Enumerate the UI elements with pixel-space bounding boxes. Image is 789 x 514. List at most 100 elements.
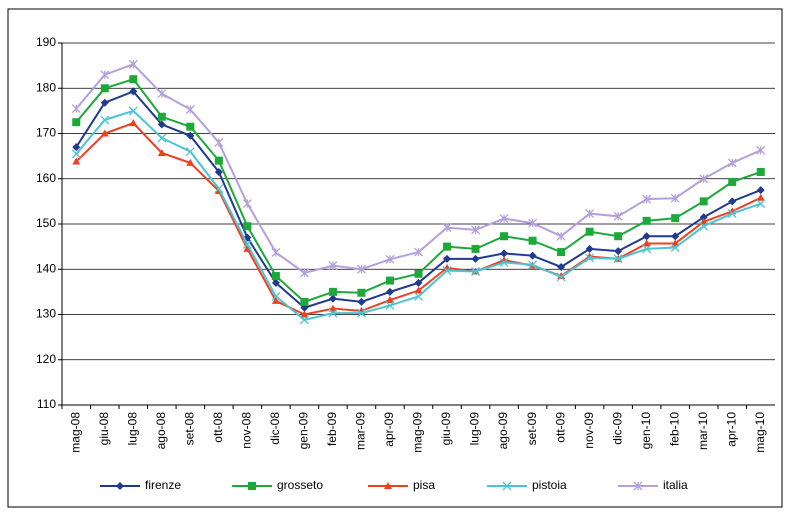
x-tick-label: ago-08 <box>154 412 168 450</box>
point <box>642 194 652 204</box>
point <box>299 315 309 325</box>
point <box>642 239 651 247</box>
point <box>499 214 509 224</box>
point <box>157 112 166 121</box>
point <box>727 209 737 219</box>
point <box>157 89 167 99</box>
legend-label: italia <box>663 478 688 492</box>
point <box>299 268 309 278</box>
point <box>186 122 195 131</box>
legend-label: pisa <box>413 478 435 492</box>
point <box>128 106 138 116</box>
point <box>699 217 708 225</box>
point <box>557 248 566 257</box>
point <box>214 138 224 148</box>
point <box>443 242 452 251</box>
point <box>271 248 281 257</box>
x-tick-label: gen-10 <box>639 412 653 450</box>
point <box>385 276 394 285</box>
x-tick-label: feb-10 <box>667 412 681 446</box>
point <box>499 258 509 267</box>
x-tick-label: feb-09 <box>325 412 339 446</box>
point <box>414 269 423 278</box>
point <box>471 254 480 263</box>
point <box>756 199 766 209</box>
point <box>72 143 81 152</box>
point <box>585 209 595 219</box>
point <box>442 266 452 276</box>
legend-label: firenze <box>145 478 181 492</box>
y-tick-label: 170 <box>36 126 56 140</box>
x-tick-label: lug-09 <box>468 412 482 446</box>
point <box>728 197 737 206</box>
point <box>100 129 109 137</box>
point <box>71 104 81 114</box>
y-tick-label: 120 <box>36 352 56 366</box>
y-tick-label: 110 <box>37 397 56 411</box>
point <box>271 296 280 304</box>
point <box>100 115 110 125</box>
point <box>248 482 256 490</box>
point <box>471 244 480 253</box>
point <box>72 118 81 127</box>
point <box>157 133 167 143</box>
x-tick-label: apr-10 <box>724 412 738 447</box>
point <box>756 167 765 176</box>
point <box>471 267 480 276</box>
point <box>613 211 623 221</box>
chart-border <box>7 8 783 508</box>
point <box>699 174 709 184</box>
point <box>214 184 224 194</box>
x-tick-label: dic-09 <box>610 412 624 445</box>
point <box>756 193 765 201</box>
point <box>528 218 538 228</box>
point <box>471 225 480 235</box>
point <box>271 291 281 301</box>
point <box>71 149 81 159</box>
point <box>556 231 566 241</box>
point <box>414 291 423 301</box>
x-tick-label: set-08 <box>183 412 197 446</box>
point <box>385 287 394 296</box>
point <box>357 264 366 274</box>
point <box>557 262 566 271</box>
point <box>72 157 81 165</box>
point <box>642 216 651 225</box>
x-tick-label: mag-09 <box>411 412 425 453</box>
point <box>300 297 309 306</box>
point <box>585 227 594 236</box>
point <box>116 482 124 490</box>
y-tick-label: 180 <box>36 80 56 94</box>
point <box>328 308 338 318</box>
point <box>443 254 452 263</box>
point <box>185 105 195 114</box>
x-tick-label: mar-09 <box>354 412 368 450</box>
y-tick-label: 150 <box>36 216 56 230</box>
y-tick-label: 190 <box>36 35 56 49</box>
x-tick-label: ago-09 <box>496 412 510 450</box>
point <box>385 296 394 304</box>
point <box>328 261 338 271</box>
point <box>100 70 110 80</box>
point <box>699 221 709 231</box>
point <box>442 223 452 233</box>
point <box>671 214 680 223</box>
x-tick-label: dic-08 <box>268 412 282 445</box>
point <box>129 87 138 96</box>
point <box>357 297 366 306</box>
point <box>214 167 223 176</box>
y-tick-label: 160 <box>36 171 56 185</box>
x-tick-label: giu-09 <box>439 412 453 446</box>
point <box>613 254 623 264</box>
point <box>300 310 309 318</box>
point <box>129 119 138 127</box>
series-line <box>75 63 762 274</box>
point <box>186 158 195 166</box>
legend-label: grosseto <box>277 478 323 492</box>
point <box>271 278 280 287</box>
point <box>756 186 765 195</box>
point <box>756 145 766 155</box>
point <box>157 120 166 129</box>
legend-label: pistoia <box>532 478 567 492</box>
